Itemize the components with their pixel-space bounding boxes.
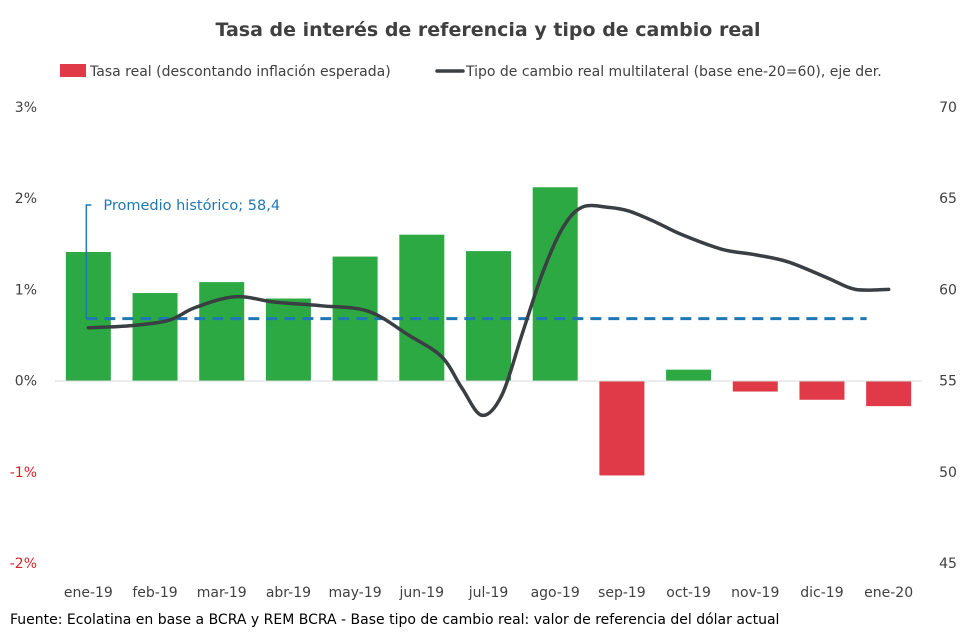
legend-swatch-tasa-real	[60, 64, 86, 77]
reference-line-label: Promedio histórico; 58,4	[103, 198, 280, 214]
bar-jun-19	[399, 234, 445, 381]
line-series	[86, 203, 891, 418]
legend-label-tipo-cambio: Tipo de cambio real multilateral (base e…	[465, 64, 882, 80]
bar-abr-19	[265, 298, 311, 381]
y-left-tick-label: 1%	[15, 282, 37, 298]
x-tick-label: jul-19	[468, 585, 509, 601]
bar-feb-19	[132, 293, 178, 381]
x-tick-label: sep-19	[598, 585, 646, 601]
reference-line-group: Promedio histórico; 58,4	[85, 198, 867, 321]
x-tick-label: ago-19	[531, 585, 580, 601]
x-tick-label: nov-19	[731, 585, 779, 601]
y-left-tick-label: -2%	[10, 556, 37, 572]
bar-ene-20	[866, 380, 912, 407]
bar-series	[65, 187, 912, 476]
reference-label-leader	[85, 204, 92, 319]
y-right-tick-label: 45	[939, 556, 957, 572]
y-axis-right: 70 65 60 55 50 45	[939, 100, 957, 572]
y-right-tick-label: 60	[939, 282, 957, 298]
y-left-tick-label: 2%	[15, 191, 37, 207]
bar-nov-19	[732, 380, 778, 392]
y-right-tick-label: 70	[939, 100, 957, 116]
x-tick-label: mar-19	[197, 585, 247, 601]
y-right-tick-label: 65	[939, 191, 957, 207]
legend-label-tasa-real: Tasa real (descontando inflación esperad…	[89, 64, 391, 80]
y-left-tick-label: -1%	[10, 465, 37, 481]
x-tick-label: abr-19	[266, 585, 311, 601]
x-tick-label: feb-19	[132, 585, 177, 601]
bar-jul-19	[466, 251, 511, 381]
chart-title: Tasa de interés de referencia y tipo de …	[215, 19, 760, 41]
y-axis-left: 3% 2% 1% 0% -1% -2%	[10, 100, 37, 572]
bar-dic-19	[799, 380, 845, 400]
y-left-tick-label: 3%	[15, 100, 37, 116]
y-right-tick-label: 50	[939, 465, 957, 481]
bar-oct-19	[666, 369, 712, 381]
y-left-tick-label: 0%	[15, 374, 37, 390]
source-note: Fuente: Ecolatina en base a BCRA y REM B…	[10, 612, 779, 628]
tipo-cambio-line	[86, 203, 891, 418]
bar-sep-19	[599, 380, 645, 476]
legend: Tasa real (descontando inflación esperad…	[60, 64, 882, 80]
x-tick-label: ene-19	[64, 585, 113, 601]
x-tick-label: oct-19	[666, 585, 711, 601]
x-tick-label: jun-19	[399, 585, 445, 601]
x-tick-label: dic-19	[800, 585, 843, 601]
bar-ene-19	[65, 252, 111, 381]
x-tick-label: ene-20	[864, 585, 913, 601]
y-right-tick-label: 55	[939, 374, 957, 390]
x-axis: ene-19 feb-19 mar-19 abr-19 may-19 jun-19 jul-…	[64, 585, 913, 601]
x-tick-label: may-19	[329, 585, 382, 601]
